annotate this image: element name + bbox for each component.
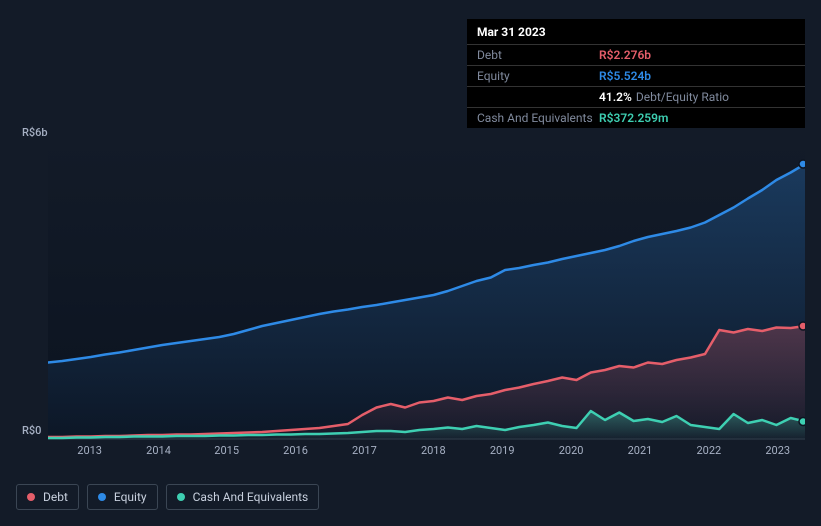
tooltip-row: EquityR$5.524b: [467, 66, 805, 87]
x-axis-tick: 2014: [146, 444, 171, 457]
chart-container: Mar 31 2023 DebtR$2.276bEquityR$5.524b41…: [0, 0, 821, 526]
chart-legend: Debt Equity Cash And Equivalents: [16, 484, 319, 510]
x-axis-tick: 2019: [490, 444, 515, 457]
x-axis: 2013 2014 2015 2016 2017 2018 2019 2020 2021 2022…: [48, 444, 805, 464]
tooltip-row: 41.2% Debt/Equity Ratio: [467, 87, 805, 108]
x-axis-tick: 2018: [421, 444, 446, 457]
tooltip-row-value: 41.2%: [599, 90, 632, 104]
tooltip-row-label: Cash And Equivalents: [477, 111, 599, 125]
legend-item-cash-and-equivalents[interactable]: Cash And Equivalents: [166, 484, 320, 510]
legend-dot-icon: [27, 493, 35, 501]
tooltip-row-label: [477, 90, 599, 104]
x-axis-tick: 2022: [696, 444, 721, 457]
chart-plot[interactable]: [48, 140, 805, 440]
x-axis-tick: 2020: [559, 444, 584, 457]
tooltip-row-suffix: Debt/Equity Ratio: [636, 90, 729, 104]
tooltip-row-value: R$5.524b: [599, 69, 651, 83]
tooltip-row: Cash And EquivalentsR$372.259m: [467, 108, 805, 128]
tooltip-row-label: Equity: [477, 69, 599, 83]
legend-label: Equity: [114, 490, 147, 504]
x-axis-tick: 2023: [765, 444, 790, 457]
legend-item-debt[interactable]: Debt: [16, 484, 79, 510]
x-axis-tick: 2015: [214, 444, 239, 457]
chart-tooltip: Mar 31 2023 DebtR$2.276bEquityR$5.524b41…: [467, 19, 805, 128]
legend-label: Cash And Equivalents: [193, 490, 309, 504]
legend-dot-icon: [98, 493, 106, 501]
y-axis-label-max: R$6b: [22, 126, 48, 139]
tooltip-date: Mar 31 2023: [467, 19, 805, 45]
chart-area: R$6b R$0 2013 2014 2015 2016 2017 2018 2019 202…: [16, 120, 805, 465]
tooltip-row-value: R$372.259m: [599, 111, 668, 125]
x-axis-tick: 2017: [352, 444, 377, 457]
x-axis-tick: 2013: [77, 444, 102, 457]
legend-item-equity[interactable]: Equity: [87, 484, 158, 510]
tooltip-row: DebtR$2.276b: [467, 45, 805, 66]
tooltip-row-value: R$2.276b: [599, 48, 651, 62]
x-axis-tick: 2021: [628, 444, 653, 457]
y-axis-label-min: R$0: [22, 424, 41, 437]
legend-label: Debt: [43, 490, 68, 504]
tooltip-row-label: Debt: [477, 48, 599, 62]
legend-dot-icon: [177, 493, 185, 501]
x-axis-tick: 2016: [283, 444, 308, 457]
